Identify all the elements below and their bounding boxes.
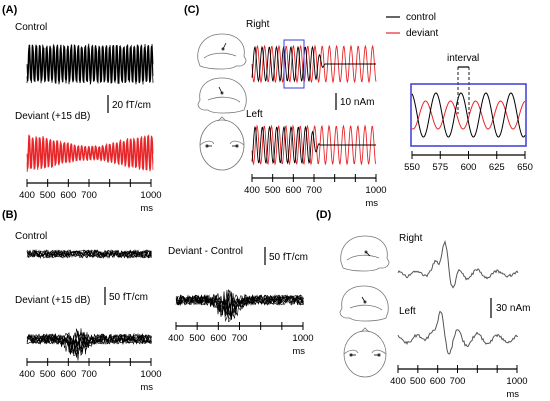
panel-b-diff-time-axis: 400 500 600 700 1000 ms bbox=[168, 322, 314, 357]
panel-c-axis-tick-label: 500 bbox=[265, 185, 281, 196]
panel-c-left-label: Left bbox=[246, 109, 263, 120]
inset-axis-tick-label: 575 bbox=[432, 162, 448, 173]
panel-d-axis-tick-label: 400 bbox=[390, 376, 406, 387]
panel-b-axis-tick-label: 1000 bbox=[140, 369, 161, 380]
panel-b-diff-axis-unit: ms bbox=[292, 346, 305, 357]
panel-d-left-trace bbox=[397, 310, 518, 355]
panel-c-label: (C) bbox=[184, 4, 200, 16]
panel-c-head-right-icon bbox=[197, 33, 247, 70]
panel-d-axis-tick-label: 500 bbox=[410, 376, 426, 387]
panel-c-head-top-icon bbox=[199, 116, 245, 171]
panel-b-time-axis: 400 500 600 700 1000 ms bbox=[19, 358, 162, 393]
panel-a-axis-tick-label: 1000 bbox=[140, 190, 161, 201]
panel-d-axis-tick-label: 1000 bbox=[506, 376, 527, 387]
panel-d-axis-unit: ms bbox=[506, 389, 519, 400]
panel-a-axis-tick-label: 500 bbox=[40, 190, 56, 201]
panel-d-scalebar-label: 30 nAm bbox=[496, 303, 530, 314]
panel-c-right-traces bbox=[251, 44, 377, 84]
panel-a-axis-unit: ms bbox=[140, 203, 153, 214]
panel-a-deviant-label: Deviant (+15 dB) bbox=[15, 111, 90, 122]
panel-b-scalebar-left-label: 50 fT/cm bbox=[109, 292, 148, 303]
panel-c-axis-tick-label: 1000 bbox=[365, 185, 386, 196]
inset-interval-label: interval bbox=[447, 53, 479, 64]
panel-c-axis-tick-label: 700 bbox=[306, 185, 322, 196]
panel-b-axis-unit: ms bbox=[140, 382, 153, 393]
panel-b-diff-axis-tick-label: 1000 bbox=[292, 333, 313, 344]
panel-c-axis-unit: ms bbox=[365, 198, 378, 209]
panel-c-axis-tick-label: 600 bbox=[285, 185, 301, 196]
panel-c-time-axis: 400 500 600 700 1000 ms bbox=[244, 174, 387, 209]
panel-d-label: (D) bbox=[316, 209, 332, 221]
panel-a-time-axis: 400 500 600 700 1000 ms bbox=[19, 179, 162, 214]
panel-b-diff-label: Deviant - Control bbox=[168, 246, 243, 257]
panel-c-scalebar-label: 10 nAm bbox=[340, 97, 374, 108]
panel-b-label: (B) bbox=[2, 209, 18, 221]
panel-a-axis-tick-label: 700 bbox=[81, 190, 97, 201]
panel-d-right-trace bbox=[397, 240, 519, 289]
panel-b-axis-tick-label: 400 bbox=[19, 369, 35, 380]
panel-a-scalebar-label: 20 fT/cm bbox=[112, 100, 151, 111]
panel-b-diff-axis-tick-label: 500 bbox=[189, 333, 205, 344]
inset-axis-tick-label: 600 bbox=[461, 162, 477, 173]
panel-a-axis-tick-label: 400 bbox=[19, 190, 35, 201]
inset-box bbox=[410, 83, 527, 147]
panel-b-axis-tick-label: 600 bbox=[60, 369, 76, 380]
inset-time-axis: 550 575 600 625 650 bbox=[404, 151, 533, 173]
panel-b-axis-tick-label: 700 bbox=[81, 369, 97, 380]
inset-axis-tick-label: 550 bbox=[404, 162, 420, 173]
panel-c-legend: control deviant bbox=[386, 12, 438, 39]
panel-b-diff-axis-tick-label: 700 bbox=[232, 333, 248, 344]
inset-axis-tick-label: 650 bbox=[517, 162, 533, 173]
panel-a-control-label: Control bbox=[15, 22, 47, 33]
panel-d-time-axis: 400 500 600 700 1000 ms bbox=[390, 365, 528, 400]
panel-b-axis-tick-label: 500 bbox=[40, 369, 56, 380]
panel-d-head-top-icon bbox=[343, 327, 387, 378]
panel-c-right-label: Right bbox=[246, 19, 270, 30]
panel-b-control-label: Control bbox=[15, 231, 47, 242]
panel-d-right-label: Right bbox=[399, 233, 423, 244]
panel-a-axis-tick-label: 600 bbox=[60, 190, 76, 201]
panel-d-left-label: Left bbox=[399, 306, 416, 317]
panel-d-axis-tick-label: 600 bbox=[430, 376, 446, 387]
panel-a-label: (A) bbox=[2, 4, 18, 16]
panel-b-control-traces bbox=[26, 248, 152, 260]
panel-d-axis-tick-label: 700 bbox=[450, 376, 466, 387]
panel-c-head-left-icon bbox=[197, 77, 247, 114]
panel-a-deviant-trace bbox=[26, 134, 154, 172]
legend-control-label: control bbox=[406, 12, 436, 23]
panel-d-head-left-icon bbox=[339, 285, 389, 322]
panel-b-deviant-label: Deviant (+15 dB) bbox=[15, 295, 90, 306]
inset-traces bbox=[411, 92, 526, 138]
legend-deviant-label: deviant bbox=[406, 28, 438, 39]
inset-axis-tick-label: 625 bbox=[489, 162, 505, 173]
panel-d-head-right-icon bbox=[340, 235, 390, 272]
panel-c-zoom-box bbox=[283, 39, 305, 89]
panel-b-diff-axis-tick-label: 600 bbox=[210, 333, 226, 344]
panel-b-deviant-traces bbox=[26, 328, 152, 361]
panel-c-left-traces bbox=[251, 124, 377, 166]
panel-b-scalebar-right-label: 50 fT/cm bbox=[269, 252, 308, 263]
panel-b-diff-axis-tick-label: 400 bbox=[168, 333, 184, 344]
panel-a-control-trace bbox=[26, 43, 154, 85]
panel-c-axis-tick-label: 400 bbox=[244, 185, 260, 196]
panel-b-diff-traces bbox=[175, 289, 304, 323]
